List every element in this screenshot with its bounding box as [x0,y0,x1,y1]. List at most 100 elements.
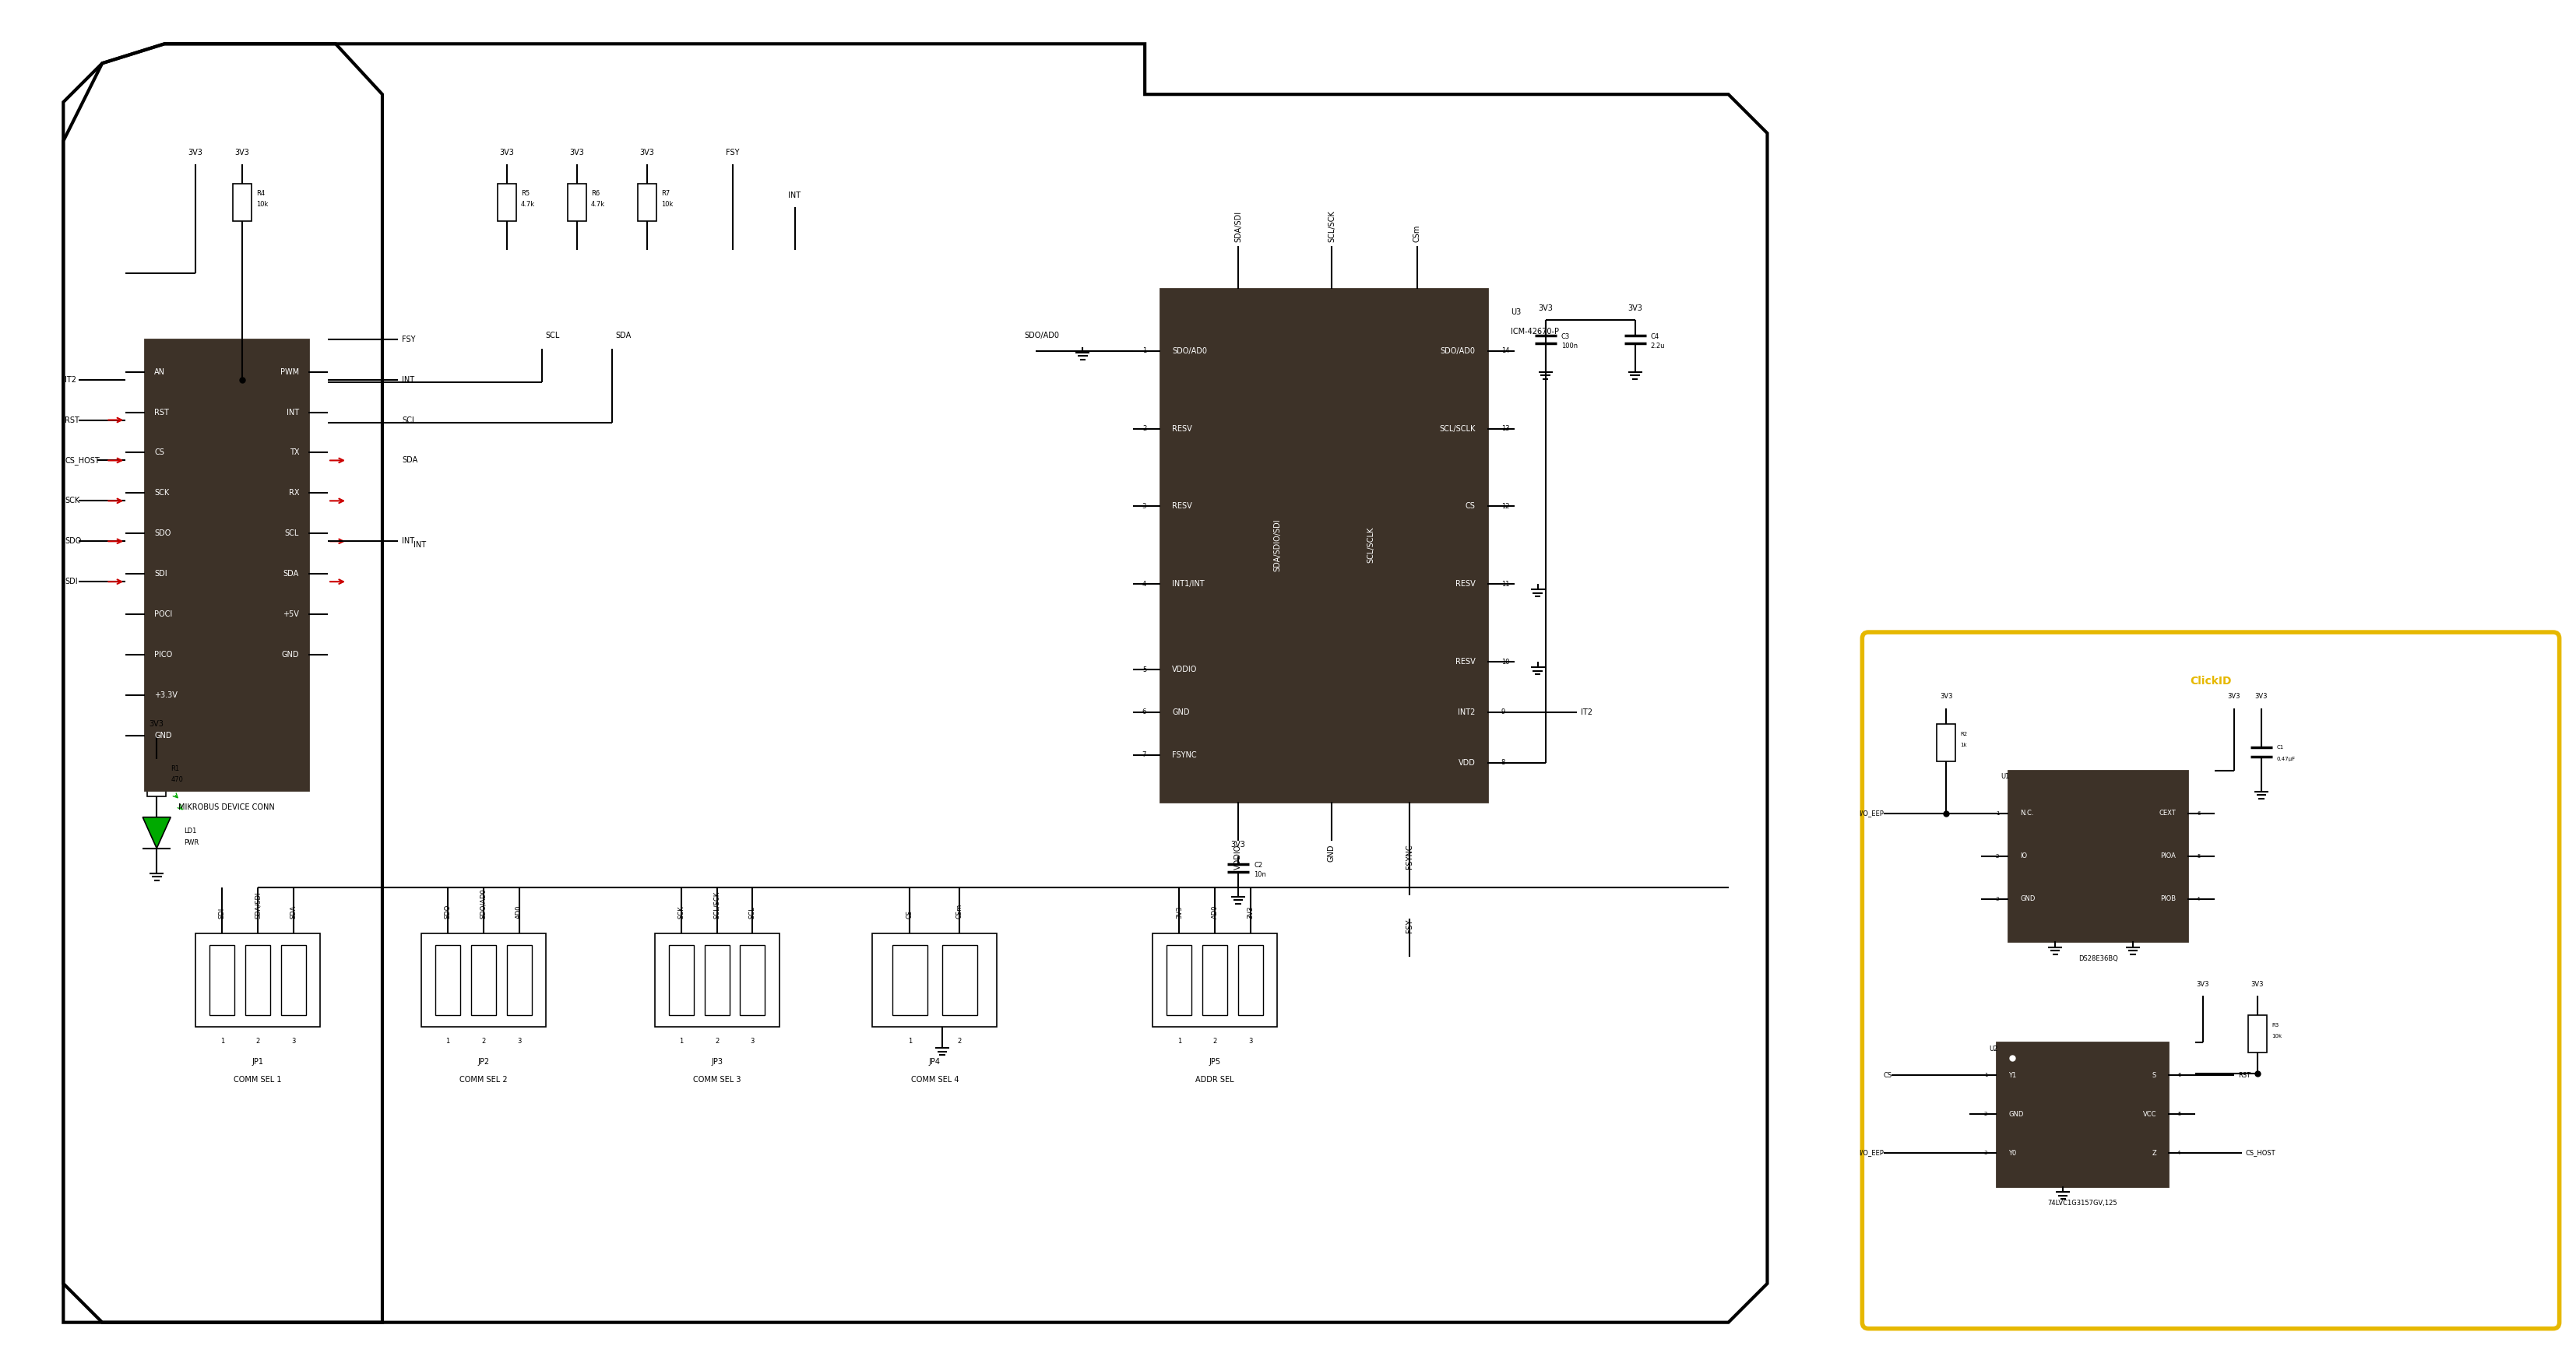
Text: RESV: RESV [1172,425,1193,433]
Text: 6: 6 [2177,1073,2182,1077]
Text: 9: 9 [1502,709,1504,716]
Text: AN: AN [155,368,165,376]
Text: INT: INT [402,376,415,383]
Text: SDI: SDI [64,578,77,586]
Text: CS_HOST: CS_HOST [64,456,100,464]
Text: 10n: 10n [1255,871,1267,878]
Text: CS_HOST: CS_HOST [2246,1150,2275,1157]
Text: 2: 2 [482,1038,484,1045]
Text: COMM SEL 2: COMM SEL 2 [459,1076,507,1084]
Bar [144,340,309,790]
Text: 100n: 100n [1561,342,1577,349]
Text: GND: GND [281,651,299,659]
Text: SDI: SDI [155,570,167,578]
Text: 8: 8 [1502,759,1504,766]
Text: INT: INT [415,541,425,549]
Text: 3V3: 3V3 [1247,905,1255,919]
Text: U3: U3 [1510,308,1520,315]
Text: 14: 14 [1502,348,1510,354]
Bar [497,184,515,221]
Text: VDDIO: VDDIO [1172,666,1198,674]
Text: R7: R7 [662,191,670,198]
Text: CSm: CSm [956,904,963,919]
Text: RST: RST [2239,1072,2251,1078]
Text: GND: GND [1327,844,1334,862]
Text: SDA: SDA [291,905,296,919]
Text: GND: GND [1172,709,1190,716]
Text: GND: GND [2020,896,2035,902]
Text: SDO: SDO [446,904,451,919]
Text: I/O_EEP: I/O_EEP [1860,1150,1883,1157]
Text: JP3: JP3 [711,1058,724,1066]
Text: +3.3V: +3.3V [155,691,178,700]
Text: SDO/AD0: SDO/AD0 [479,888,487,919]
Bar [1203,946,1226,1015]
Bar [873,934,997,1027]
Text: 3: 3 [1984,1150,1989,1155]
Text: FSYNC: FSYNC [1406,844,1414,869]
Text: 3V3: 3V3 [1231,840,1247,848]
Text: SDA: SDA [283,570,299,578]
Text: PWM: PWM [281,368,299,376]
Text: Y1: Y1 [2009,1072,2017,1078]
Text: RST: RST [155,409,170,417]
Text: PIOB: PIOB [2161,896,2177,902]
Bar [209,946,234,1015]
Text: SDO/AD0: SDO/AD0 [1025,331,1059,340]
Text: SDO/AD0: SDO/AD0 [1172,346,1208,354]
Text: SDO/AD0: SDO/AD0 [1440,346,1476,354]
Text: C3: C3 [1561,333,1569,341]
Text: FSY: FSY [726,149,739,157]
Text: 3V3: 3V3 [639,149,654,157]
Text: 4: 4 [1141,580,1146,587]
Bar [1159,288,1486,801]
Text: 4: 4 [2197,897,2200,901]
Text: INT: INT [286,409,299,417]
Text: AD0: AD0 [1211,905,1218,919]
Text: 11: 11 [1502,580,1510,587]
Text: R3: R3 [2272,1023,2280,1028]
Text: SCL/SCK: SCL/SCK [714,890,721,919]
Bar [654,934,778,1027]
Text: 10k: 10k [255,202,268,208]
Text: 1: 1 [1177,1038,1182,1045]
Text: 3V3: 3V3 [234,149,250,157]
Text: IT2: IT2 [1582,709,1592,716]
Text: 3V3: 3V3 [188,149,204,157]
Bar [1167,946,1193,1015]
Bar [196,934,319,1027]
Text: SDA: SDA [402,456,417,464]
Text: 3V3: 3V3 [2254,693,2267,701]
Text: RESV: RESV [1455,658,1476,666]
Text: CSm: CSm [1414,225,1422,242]
Text: SCL: SCL [750,907,755,919]
Text: 1: 1 [680,1038,683,1045]
Text: 6: 6 [2197,810,2200,816]
Text: SCL: SCL [546,331,559,340]
Text: SDA/SDI: SDA/SDI [255,892,260,919]
Text: R2: R2 [1960,732,1968,736]
Bar [2009,771,2187,942]
Text: 3V3: 3V3 [1538,304,1553,313]
Text: 3: 3 [1141,503,1146,510]
Text: 3V3: 3V3 [1628,304,1643,313]
Text: CS: CS [907,909,914,919]
Text: CS: CS [155,449,165,456]
Text: IO: IO [2020,852,2027,859]
Text: 5: 5 [2197,854,2200,858]
Text: SDA/SDIO/SDI: SDA/SDIO/SDI [1273,518,1280,571]
Text: COMM SEL 4: COMM SEL 4 [912,1076,958,1084]
Text: 3V3: 3V3 [569,149,585,157]
Text: 1: 1 [1984,1073,1989,1077]
Text: 1: 1 [219,1038,224,1045]
Text: 1: 1 [1996,810,1999,816]
Text: SCL/SCLK: SCL/SCLK [1440,425,1476,433]
Text: 3V3: 3V3 [500,149,515,157]
Text: C2: C2 [1255,862,1262,869]
Text: 2: 2 [958,1038,961,1045]
Text: POCI: POCI [155,610,173,618]
Bar [1996,1043,2169,1187]
Text: R1: R1 [170,766,180,773]
Bar [281,946,307,1015]
FancyBboxPatch shape [1862,632,2561,1329]
